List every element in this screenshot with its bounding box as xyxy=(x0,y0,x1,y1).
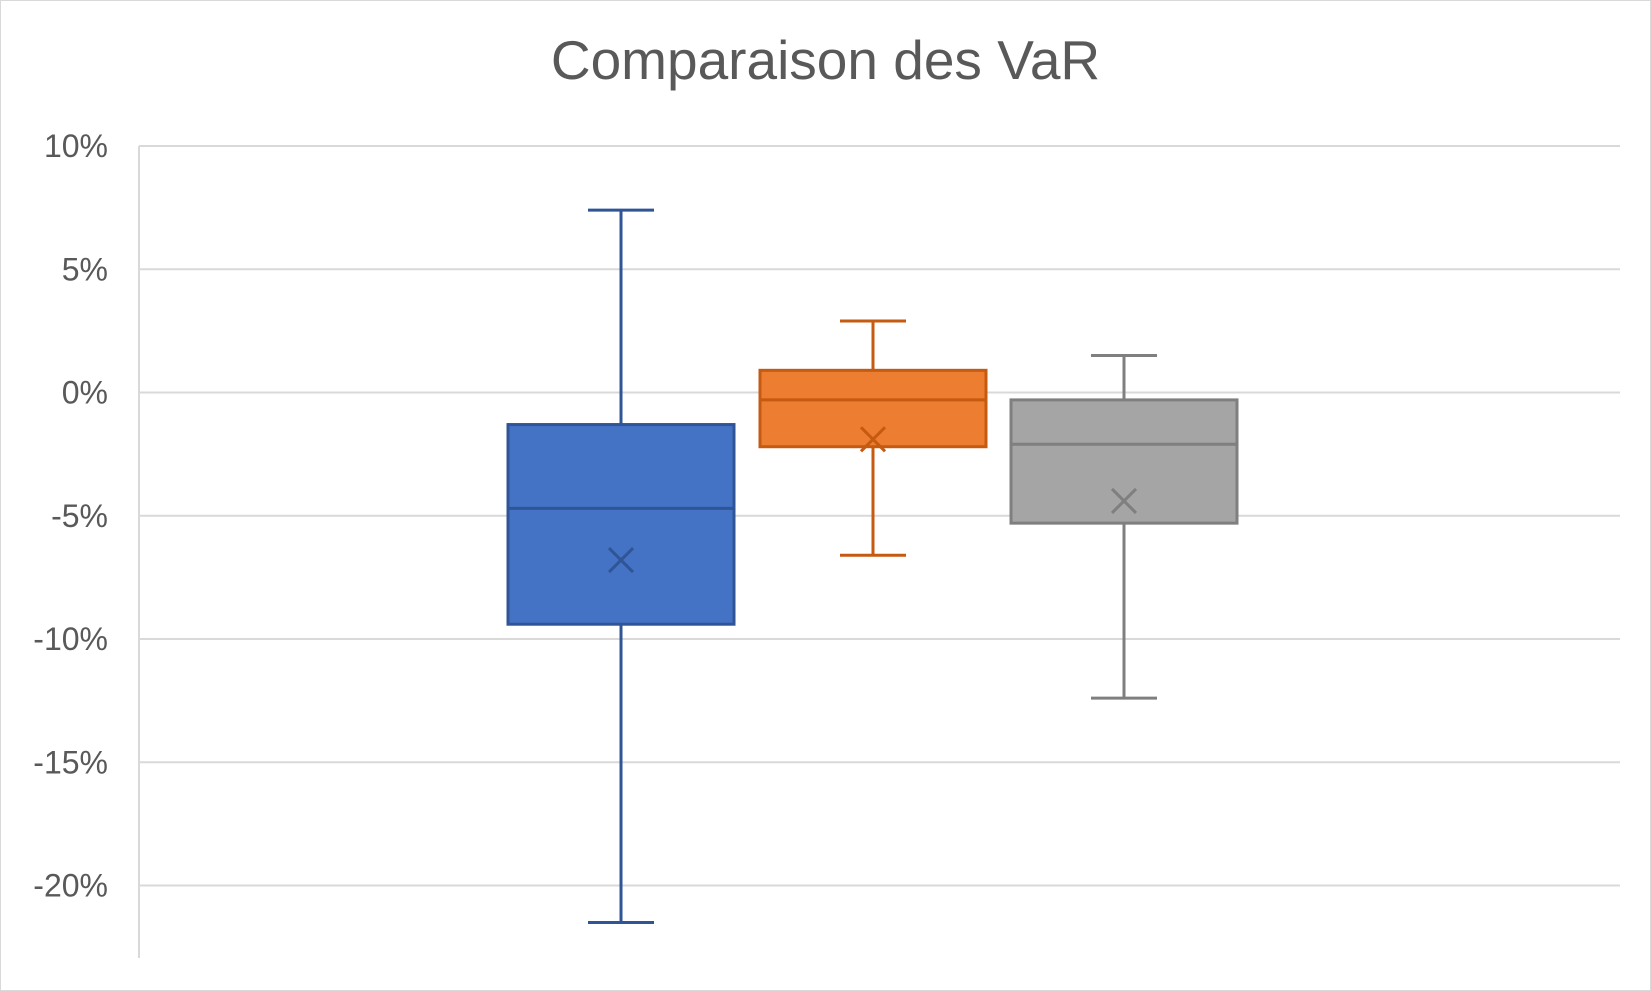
box-series xyxy=(506,208,1239,924)
mean-marker xyxy=(1110,487,1138,515)
y-tick-label: 10% xyxy=(44,128,108,164)
y-tick-label: 0% xyxy=(62,375,108,411)
y-tick-label: 5% xyxy=(62,251,108,287)
box-1 xyxy=(506,208,736,924)
y-tick-label: -10% xyxy=(33,621,108,657)
mean-marker xyxy=(859,426,887,453)
box-rect xyxy=(1009,398,1239,525)
y-tick-label: -15% xyxy=(33,744,108,780)
box-2 xyxy=(758,319,988,557)
box-rect xyxy=(758,368,988,449)
chart-title: Comparaison des VaR xyxy=(550,29,1101,91)
gridlines xyxy=(139,145,1620,887)
box-3 xyxy=(1009,354,1239,700)
y-tick-label: -20% xyxy=(33,868,108,904)
y-axis-tick-labels: 10% 5% 0% -5% -10% -15% -20% xyxy=(33,128,108,904)
box-rect xyxy=(506,423,736,626)
y-tick-label: -5% xyxy=(51,498,108,534)
mean-marker xyxy=(607,547,635,574)
